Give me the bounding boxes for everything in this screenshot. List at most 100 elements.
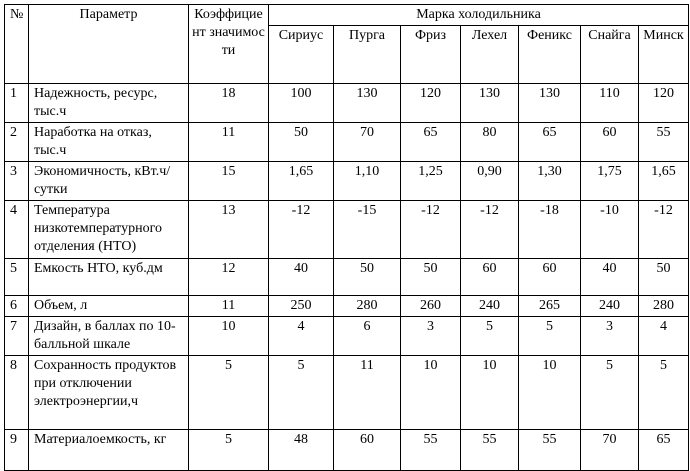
- value-cell: 130: [460, 83, 519, 123]
- value-cell: 110: [580, 83, 639, 123]
- value-cell: 100: [268, 83, 334, 123]
- value-cell: 55: [400, 429, 461, 471]
- value-cell: 10: [518, 355, 581, 430]
- refrigerator-table: № Параметр Коэффициент значимости Марка …: [4, 4, 689, 471]
- value-cell: 265: [518, 295, 581, 317]
- value-cell: 5: [580, 355, 639, 430]
- param-header: Параметр: [28, 4, 189, 84]
- value-cell: -18: [518, 200, 581, 259]
- parameter-cell: Экономичность, кВт.ч/сутки: [28, 161, 189, 201]
- row-number: 5: [4, 258, 29, 296]
- parameter-cell: Емкость НТО, куб.дм: [28, 258, 189, 296]
- coef-header: Коэффициент значимости: [188, 4, 269, 84]
- value-cell: 80: [460, 122, 519, 162]
- parameter-cell: Наработка на отказ, тыс.ч: [28, 122, 189, 162]
- table-row: 8 Сохранность продуктов при отключении эл…: [4, 355, 689, 430]
- parameter-cell: Дизайн, в баллах по 10-балльной шкале: [28, 316, 189, 356]
- value-cell: 240: [460, 295, 519, 317]
- value-cell: 65: [518, 122, 581, 162]
- value-cell: 280: [638, 295, 689, 317]
- value-cell: 4: [268, 316, 334, 356]
- value-cell: 1,65: [268, 161, 334, 201]
- coefficient-cell: 11: [188, 295, 269, 317]
- value-cell: 55: [638, 122, 689, 162]
- brand-header: Снайга: [580, 25, 639, 84]
- value-cell: 50: [333, 258, 401, 296]
- coefficient-cell: 5: [188, 355, 269, 430]
- value-cell: 10: [460, 355, 519, 430]
- value-cell: 250: [268, 295, 334, 317]
- value-cell: 130: [333, 83, 401, 123]
- value-cell: 3: [580, 316, 639, 356]
- table-row: 5 Емкость НТО, куб.дм 12 40 50 50 60 60 40 50: [4, 258, 689, 296]
- brand-group-header: Марка холодильника: [268, 4, 689, 26]
- coefficient-cell: 15: [188, 161, 269, 201]
- value-cell: -12: [400, 200, 461, 259]
- value-cell: 1,10: [333, 161, 401, 201]
- table-row: 3 Экономичность, кВт.ч/сутки 15 1,65 1,10 1,2…: [4, 161, 689, 201]
- row-number: 7: [4, 316, 29, 356]
- brand-header: Феникс: [518, 25, 581, 84]
- value-cell: -12: [460, 200, 519, 259]
- value-cell: 60: [460, 258, 519, 296]
- row-number: 1: [4, 83, 29, 123]
- value-cell: 0,90: [460, 161, 519, 201]
- brand-header: Фриз: [400, 25, 461, 84]
- table-row: 1 Надежность, ресурс, тыс.ч 18 100 130 120 130…: [4, 83, 689, 123]
- value-cell: 50: [268, 122, 334, 162]
- value-cell: 60: [333, 429, 401, 471]
- value-cell: 10: [400, 355, 461, 430]
- value-cell: 120: [400, 83, 461, 123]
- coefficient-cell: 11: [188, 122, 269, 162]
- value-cell: -10: [580, 200, 639, 259]
- brand-header: Сириус: [268, 25, 334, 84]
- row-number: 4: [4, 200, 29, 259]
- row-number: 8: [4, 355, 29, 430]
- table-row: 9 Материалоемкость, кг 5 48 60 55 55 55 70 65: [4, 429, 689, 471]
- value-cell: 4: [638, 316, 689, 356]
- value-cell: 280: [333, 295, 401, 317]
- brand-header: Минск: [638, 25, 689, 84]
- row-number: 9: [4, 429, 29, 471]
- row-number: 2: [4, 122, 29, 162]
- row-number: 3: [4, 161, 29, 201]
- value-cell: 5: [268, 355, 334, 430]
- value-cell: 50: [400, 258, 461, 296]
- table-row: 7 Дизайн, в баллах по 10-балльной шкале 10…: [4, 316, 689, 356]
- value-cell: 40: [580, 258, 639, 296]
- coefficient-cell: 13: [188, 200, 269, 259]
- value-cell: 55: [518, 429, 581, 471]
- value-cell: 50: [638, 258, 689, 296]
- value-cell: 70: [333, 122, 401, 162]
- value-cell: 5: [518, 316, 581, 356]
- parameter-cell: Температура низкотемпературного отделени…: [28, 200, 189, 259]
- value-cell: 1,75: [580, 161, 639, 201]
- value-cell: 240: [580, 295, 639, 317]
- header-row: № Параметр Коэффициент значимости Марка …: [4, 4, 689, 84]
- coefficient-cell: 18: [188, 83, 269, 123]
- table-row: 6 Объем, л 11 250 280 260 240 265 240 280: [4, 295, 689, 317]
- value-cell: 70: [580, 429, 639, 471]
- brand-row: Сириус Пурга Фриз Лехел Феникс Снайга Минск: [5, 25, 689, 84]
- parameter-cell: Надежность, ресурс, тыс.ч: [28, 83, 189, 123]
- value-cell: 120: [638, 83, 689, 123]
- value-cell: 65: [638, 429, 689, 471]
- value-cell: -15: [333, 200, 401, 259]
- value-cell: 11: [333, 355, 401, 430]
- value-cell: 55: [460, 429, 519, 471]
- parameter-cell: Сохранность продуктов при отключении эле…: [28, 355, 189, 430]
- row-number: 6: [4, 295, 29, 317]
- value-cell: 130: [518, 83, 581, 123]
- value-cell: 60: [518, 258, 581, 296]
- coefficient-cell: 10: [188, 316, 269, 356]
- value-cell: -12: [268, 200, 334, 259]
- brand-header: Лехел: [460, 25, 519, 84]
- value-cell: 1,25: [400, 161, 461, 201]
- coefficient-cell: 12: [188, 258, 269, 296]
- value-cell: 1,30: [518, 161, 581, 201]
- value-cell: 60: [580, 122, 639, 162]
- coefficient-cell: 5: [188, 429, 269, 471]
- value-cell: 48: [268, 429, 334, 471]
- table-row: 4 Температура низкотемпературного отделен…: [4, 200, 689, 259]
- page: № Параметр Коэффициент значимости Марка …: [4, 4, 689, 471]
